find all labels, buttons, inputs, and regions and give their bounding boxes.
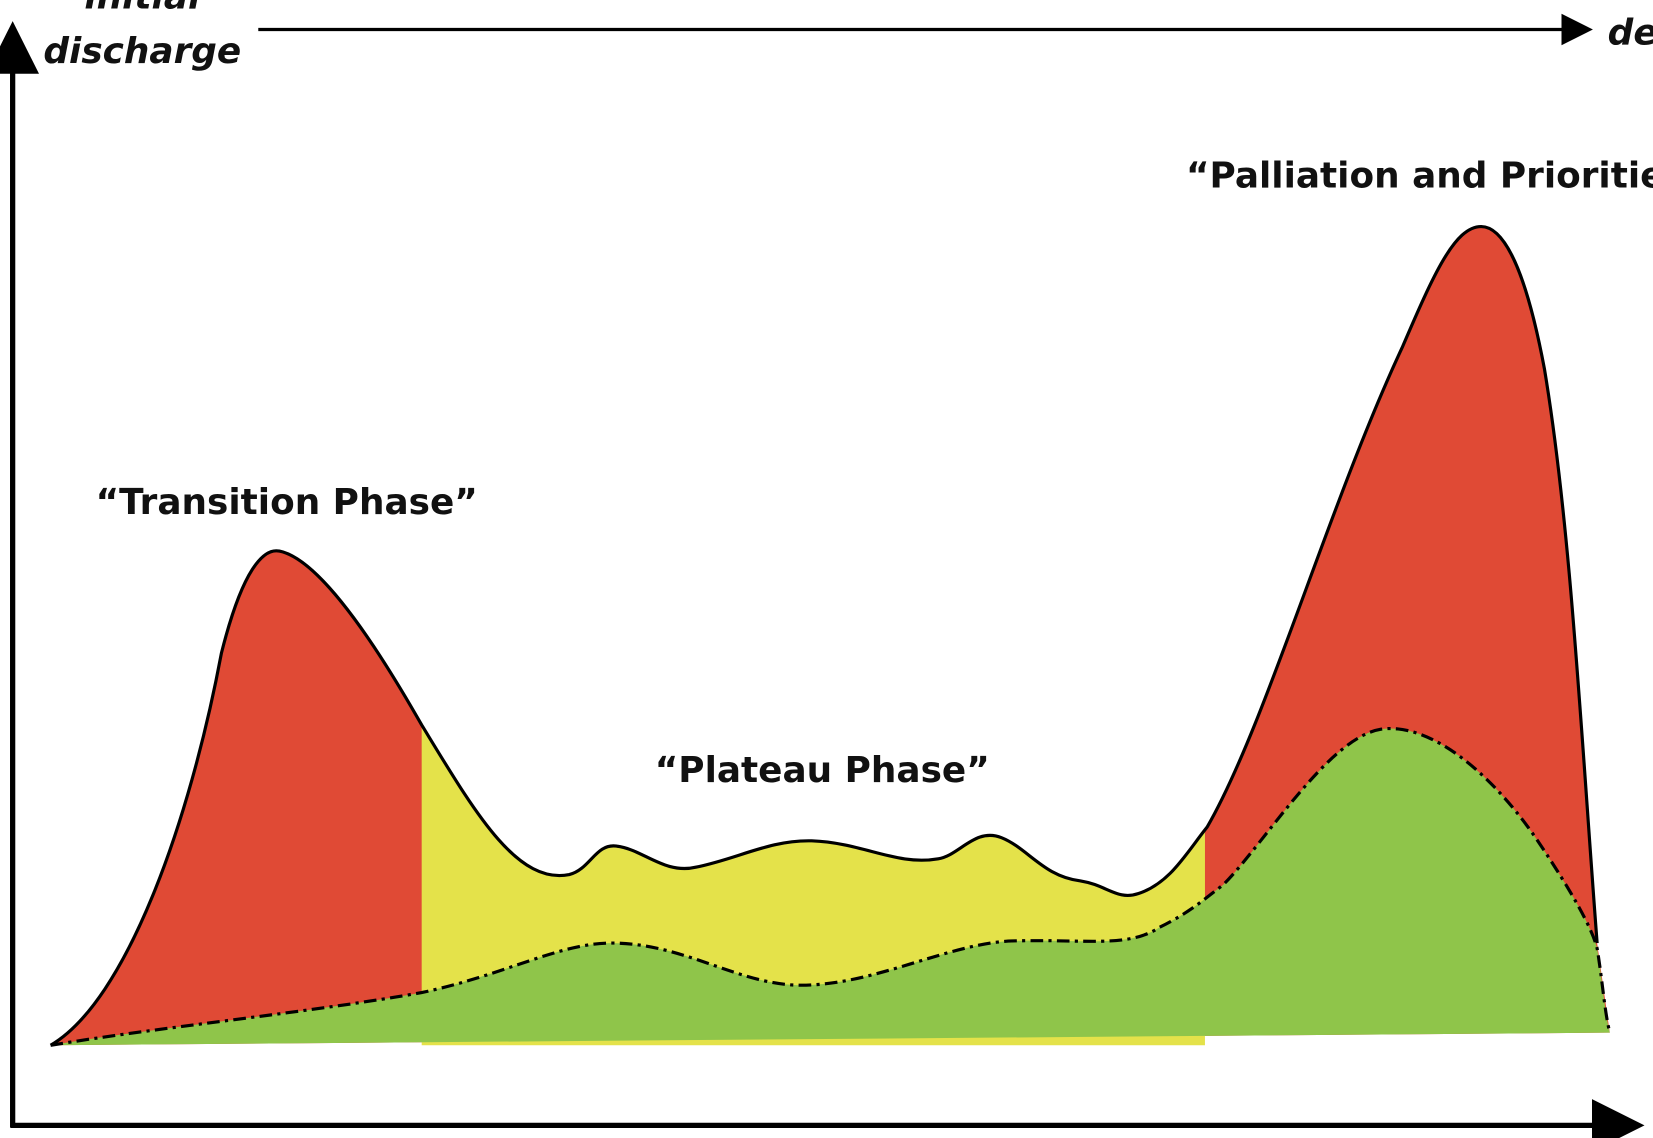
start-label: discharge — [43, 31, 241, 72]
phase-label: “Palliation and Prioritie — [1186, 156, 1653, 197]
dashed-curve — [50, 726, 1612, 1047]
outer-curve — [49, 224, 1599, 1047]
phase-label: “Plateau Phase” — [655, 750, 990, 791]
start-label: initial — [84, 0, 201, 17]
end-label: de — [1608, 12, 1653, 53]
phase-label: “Transition Phase” — [96, 482, 478, 523]
green-area — [50, 728, 1610, 1046]
